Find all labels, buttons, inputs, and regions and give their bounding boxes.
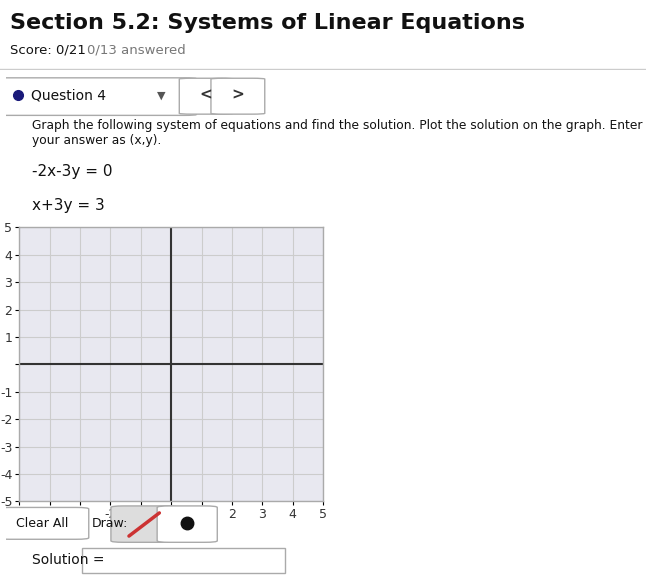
Text: 0/13 answered: 0/13 answered: [87, 43, 186, 57]
Text: -2x-3y = 0: -2x-3y = 0: [32, 164, 112, 179]
FancyBboxPatch shape: [180, 78, 233, 114]
Text: Score: 0/21: Score: 0/21: [10, 43, 85, 57]
Text: ▼: ▼: [158, 90, 166, 100]
Text: Graph the following system of equations and find the solution. Plot the solution: Graph the following system of equations …: [32, 118, 642, 146]
Text: Section 5.2: Systems of Linear Equations: Section 5.2: Systems of Linear Equations: [10, 13, 525, 33]
Text: >: >: [231, 88, 244, 103]
FancyBboxPatch shape: [83, 547, 285, 574]
FancyBboxPatch shape: [0, 507, 89, 539]
Text: <: <: [200, 88, 213, 103]
Text: Draw:: Draw:: [92, 517, 129, 530]
Text: x+3y = 3: x+3y = 3: [32, 198, 105, 213]
Text: Clear All: Clear All: [16, 517, 68, 530]
FancyBboxPatch shape: [157, 506, 217, 542]
FancyBboxPatch shape: [111, 506, 178, 542]
Text: Solution =: Solution =: [32, 553, 104, 567]
FancyBboxPatch shape: [211, 78, 265, 114]
Text: Question 4: Question 4: [30, 89, 105, 103]
FancyBboxPatch shape: [0, 78, 196, 115]
